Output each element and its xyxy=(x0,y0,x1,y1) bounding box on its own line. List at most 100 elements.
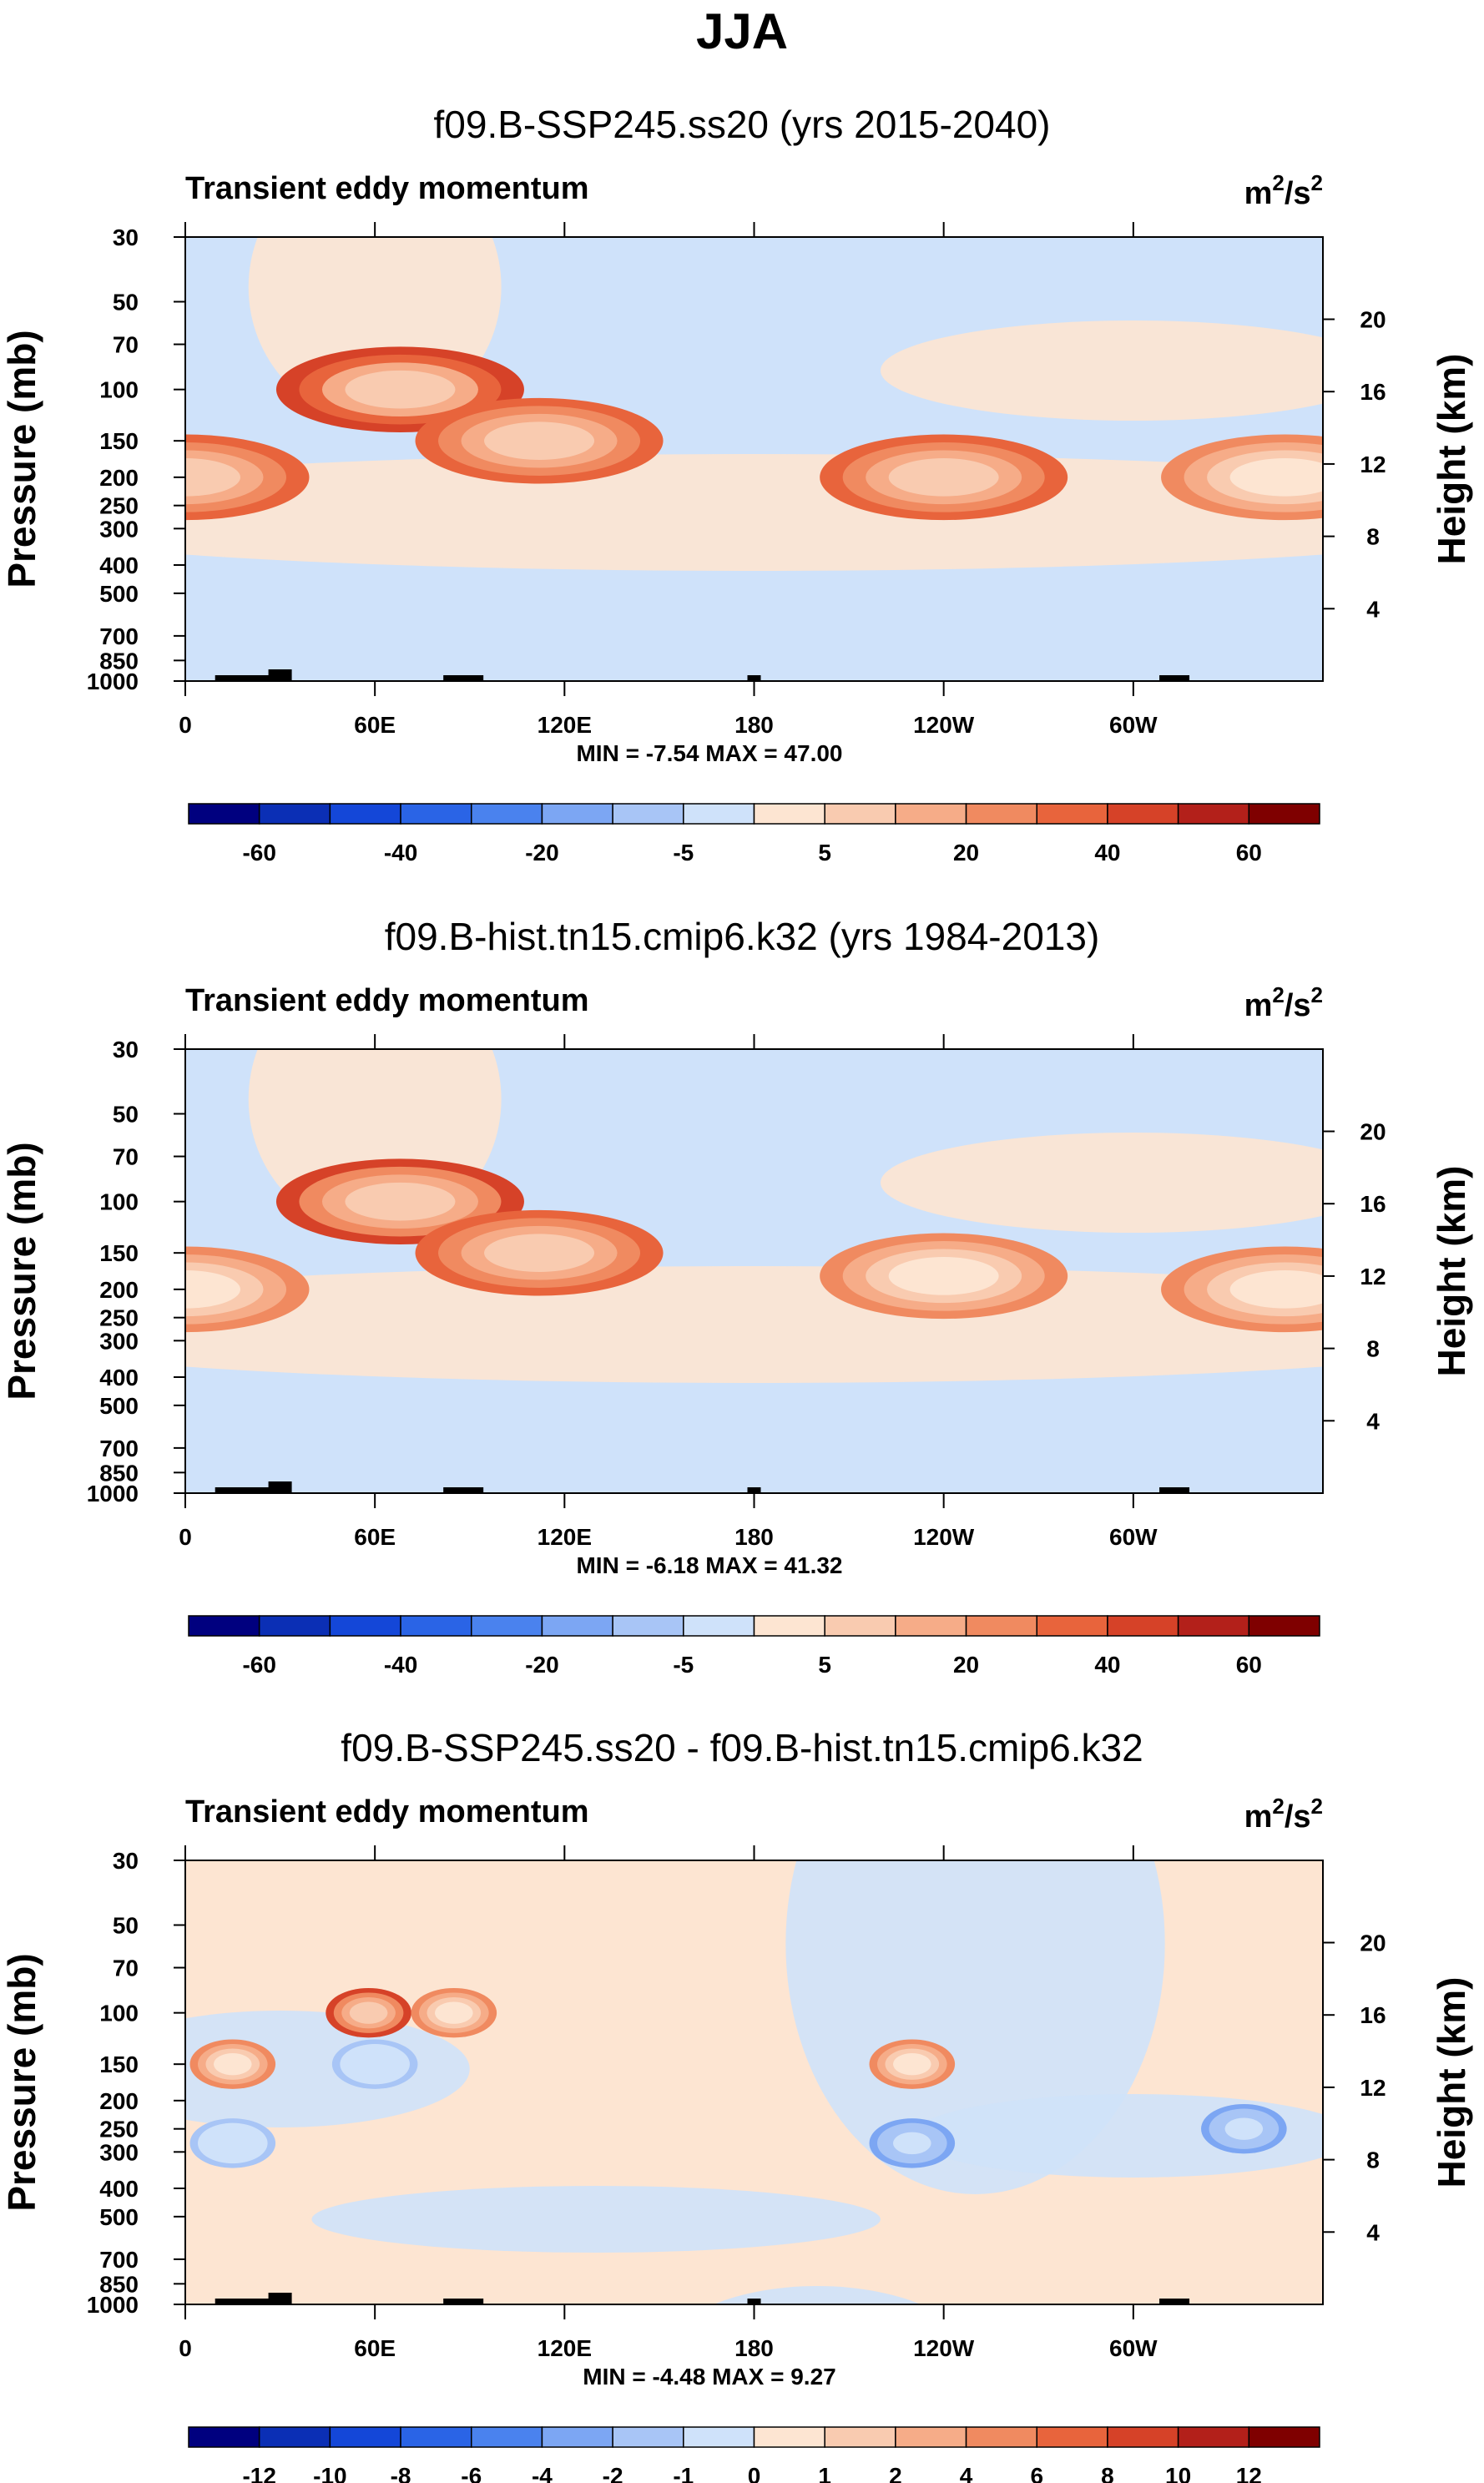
colorbar-swatch xyxy=(824,803,896,825)
colorbar-swatch xyxy=(612,2426,684,2448)
topography xyxy=(215,2299,282,2304)
colorbar-label: -6 xyxy=(461,2463,482,2483)
colorbar-label: -5 xyxy=(673,1652,694,1678)
colorbar-label: 20 xyxy=(953,1652,979,1678)
y-tick-label: 400 xyxy=(99,553,139,578)
y-tick-label: 400 xyxy=(99,2176,139,2202)
colorbar-swatch xyxy=(1248,2426,1320,2448)
y-tick-right-label: 16 xyxy=(1360,2002,1386,2028)
contour-feature xyxy=(345,1182,456,1221)
colorbar-swatch xyxy=(258,2426,331,2448)
colorbar-label: 40 xyxy=(1094,840,1120,866)
colorbar-swatch xyxy=(541,1615,613,1637)
contour-region xyxy=(881,1133,1323,1233)
y-tick-label: 700 xyxy=(99,623,139,649)
colorbar-label: 4 xyxy=(960,2463,973,2483)
contour-region xyxy=(185,2011,470,2127)
y-tick-label: 400 xyxy=(99,1365,139,1390)
colorbar-label: -60 xyxy=(242,1652,275,1678)
colorbar-swatch xyxy=(612,803,684,825)
y-tick-label: 1000 xyxy=(87,669,139,694)
colorbar-swatch xyxy=(753,2426,825,2448)
colorbar-swatch xyxy=(258,803,331,825)
colorbar-swatch xyxy=(965,803,1037,825)
colorbar-swatch xyxy=(1107,2426,1179,2448)
colorbar-swatch xyxy=(683,803,755,825)
y-tick-right-label: 4 xyxy=(1366,596,1380,622)
y-tick-label: 30 xyxy=(113,1037,139,1062)
panel-subtitle: Transient eddy momentum xyxy=(185,171,589,206)
contour-feature xyxy=(893,2052,931,2076)
colorbar-label: -8 xyxy=(391,2463,411,2483)
colorbar-swatch xyxy=(329,1615,401,1637)
colorbar-swatch xyxy=(1177,1615,1250,1637)
x-tick-label: 120W xyxy=(913,2335,975,2361)
y-tick-right-label: 4 xyxy=(1366,1408,1380,1434)
x-tick-label: 0 xyxy=(179,712,192,738)
y-tick-label: 100 xyxy=(99,377,139,403)
colorbar-label: -4 xyxy=(532,2463,553,2483)
y-tick-label: 100 xyxy=(99,1189,139,1215)
colorbar-label: -60 xyxy=(242,840,275,866)
colorbar-swatch xyxy=(258,1615,331,1637)
topography xyxy=(215,1487,282,1493)
colorbar-label: 8 xyxy=(1101,2463,1114,2483)
y-tick-right-label: 4 xyxy=(1366,2219,1380,2245)
y-tick-label: 700 xyxy=(99,2247,139,2273)
x-tick-label: 120E xyxy=(538,1524,592,1550)
units-label: m2/s2 xyxy=(1244,170,1323,211)
y-tick-right-label: 16 xyxy=(1360,379,1386,405)
colorbar-swatch xyxy=(1177,803,1250,825)
contour-feature xyxy=(1229,458,1323,497)
contour-region xyxy=(280,709,1484,767)
colorbar-swatch xyxy=(895,1615,967,1637)
colorbar-swatch xyxy=(400,803,472,825)
y-tick-label: 200 xyxy=(99,465,139,491)
colorbar-swatch xyxy=(329,2426,401,2448)
contour-region xyxy=(881,320,1323,421)
colorbar-label: -1 xyxy=(673,2463,694,2483)
topography xyxy=(443,2299,484,2304)
y-tick-label: 150 xyxy=(99,428,139,454)
x-tick-label: 60W xyxy=(1109,712,1158,738)
y-tick-label: 500 xyxy=(99,1393,139,1419)
colorbar-swatch xyxy=(188,2426,260,2448)
colorbar-swatch xyxy=(1248,803,1320,825)
contour-feature xyxy=(213,2052,252,2076)
y-tick-label: 150 xyxy=(99,1240,139,1266)
contour-feature xyxy=(888,458,999,497)
colorbar-swatch xyxy=(612,1615,684,1637)
colorbar-swatch xyxy=(683,2426,755,2448)
y-tick-label: 850 xyxy=(99,1460,139,1486)
contour-field xyxy=(185,1860,1323,2304)
colorbar-swatch xyxy=(329,803,401,825)
x-tick-label: 60W xyxy=(1109,2335,1158,2361)
x-tick-label: 0 xyxy=(179,2335,192,2361)
y-tick-label: 250 xyxy=(99,493,139,519)
colorbar-swatch xyxy=(683,1615,755,1637)
y-tick-label: 300 xyxy=(99,1328,139,1354)
topography xyxy=(268,669,292,681)
y-tick-label: 250 xyxy=(99,2117,139,2142)
topography xyxy=(268,2293,292,2304)
colorbar-swatch xyxy=(188,803,260,825)
y-tick-right-label: 12 xyxy=(1360,452,1386,477)
contour-feature xyxy=(435,2001,473,2024)
colorbar-swatch xyxy=(965,2426,1037,2448)
colorbar-swatch xyxy=(541,803,613,825)
y-tick-label: 500 xyxy=(99,581,139,607)
colorbar-label: -40 xyxy=(384,840,417,866)
topography xyxy=(443,675,484,681)
colorbar-label: 10 xyxy=(1165,2463,1191,2483)
colorbar-swatch xyxy=(824,1615,896,1637)
contour-feature xyxy=(349,2001,388,2024)
contour-feature xyxy=(484,421,595,460)
topography xyxy=(1159,1487,1190,1493)
x-tick-label: 0 xyxy=(179,1524,192,1550)
colorbar-swatch xyxy=(471,803,543,825)
y-tick-label: 70 xyxy=(113,332,139,358)
colorbar-label: -20 xyxy=(525,840,558,866)
y-tick-right-label: 20 xyxy=(1360,1930,1386,1956)
panel-1: f09.B-SSP245.ss20 (yrs 2015-2040) Transie… xyxy=(0,103,1484,866)
colorbar-swatch xyxy=(1036,2426,1108,2448)
